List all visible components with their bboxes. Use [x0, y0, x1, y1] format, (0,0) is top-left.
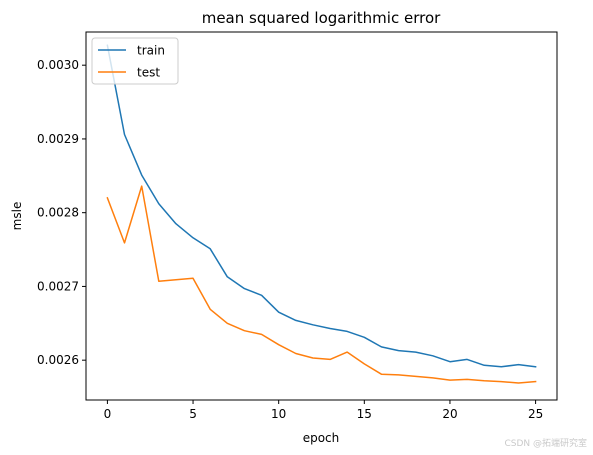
y-tick-label: 0.0026	[37, 353, 79, 367]
y-tick-label: 0.0029	[37, 132, 79, 146]
y-tick-label: 0.0027	[37, 279, 79, 293]
legend: train test	[91, 37, 179, 85]
x-tick-label: 10	[271, 407, 286, 421]
x-axis-label: epoch	[303, 431, 340, 445]
y-tick-label: 0.0030	[37, 58, 79, 72]
x-tick-label: 0	[104, 407, 112, 421]
x-tick-label: 15	[357, 407, 372, 421]
series-line-test	[106, 185, 537, 384]
series-layer	[106, 44, 537, 384]
x-tick-label: 5	[189, 407, 197, 421]
plot-area	[85, 31, 558, 401]
y-tick-label: 0.0028	[37, 206, 79, 220]
chart-title: mean squared logarithmic error	[202, 9, 441, 27]
y-axis-ticks: 0.0026 0.0027 0.0028 0.0029 0.0030	[37, 58, 86, 367]
watermark-text: CSDN @拓端研究室	[504, 439, 587, 449]
x-axis-ticks: 0 5 10 15 20 25	[104, 400, 543, 421]
legend-label-test: test	[137, 66, 160, 80]
x-tick-label: 25	[528, 407, 543, 421]
legend-box	[91, 37, 179, 85]
legend-label-train: train	[137, 44, 165, 58]
y-axis-label: msle	[10, 202, 24, 231]
series-line-train	[106, 44, 537, 368]
x-tick-label: 20	[442, 407, 457, 421]
